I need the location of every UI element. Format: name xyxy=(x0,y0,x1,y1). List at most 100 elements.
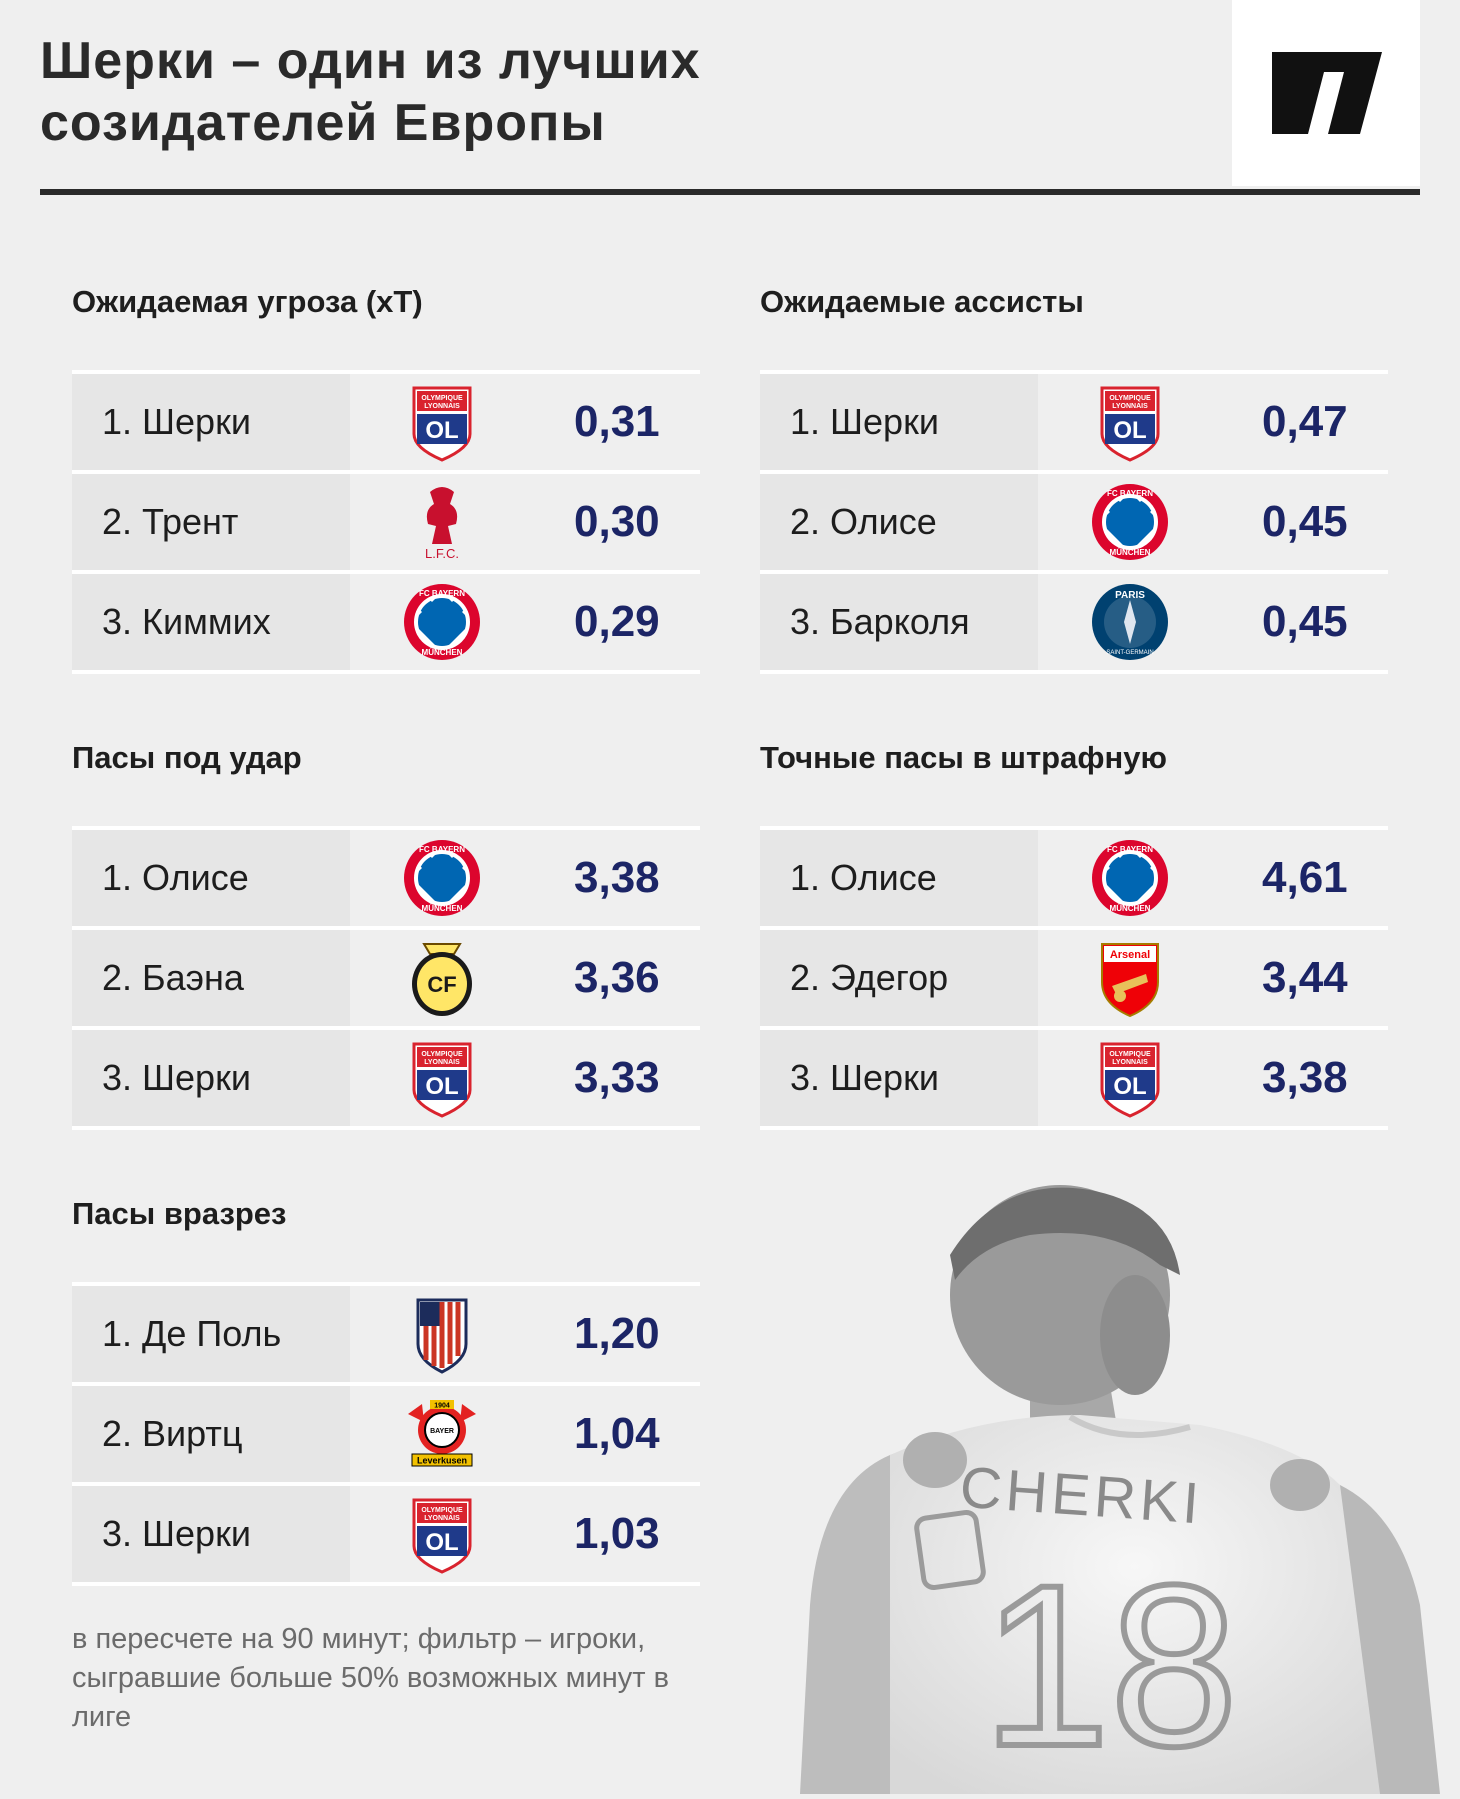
ranking-table: 1. Де Поль 1,20 2. Виртц BAYER 1904 Leve… xyxy=(72,1282,700,1586)
name-cell: 3. Шерки xyxy=(72,1486,350,1582)
section-title: Пасы вразрез xyxy=(72,1196,287,1231)
svg-text:OL: OL xyxy=(1113,1073,1146,1100)
svg-text:MÜNCHEN: MÜNCHEN xyxy=(1110,904,1151,913)
player-name: 1. Шерки xyxy=(102,401,251,442)
section-through-balls: Пасы вразрез 1. Де Поль 1,20 2. Виртц BA… xyxy=(72,1197,700,1586)
stat-value: 3,33 xyxy=(574,1053,660,1102)
section-title: Точные пасы в штрафную xyxy=(760,740,1167,775)
lyon-crest-icon: OLYMPIQUE LYONNAIS OL xyxy=(402,382,482,462)
page-title-line-1: Шерки – один из лучших xyxy=(40,32,701,90)
svg-text:MÜNCHEN: MÜNCHEN xyxy=(422,648,463,657)
bayern-crest-icon: FC BAYERN MÜNCHEN xyxy=(402,838,482,918)
brand-logo[interactable] xyxy=(1232,0,1420,186)
stat-value: 0,29 xyxy=(574,597,660,646)
lyon-crest-icon: OLYMPIQUE LYONNAIS OL xyxy=(402,1494,482,1574)
player-name: 3. Шерки xyxy=(102,1513,251,1554)
page-title-line-2: созидателей Европы xyxy=(40,94,606,152)
name-cell: 2. Олисе xyxy=(760,474,1038,570)
svg-text:OLYMPIQUE: OLYMPIQUE xyxy=(1109,1051,1151,1058)
table-row: 2. Виртц BAYER 1904 Leverkusen 1,04 xyxy=(72,1382,700,1482)
name-cell: 3. Киммих xyxy=(72,574,350,670)
name-cell: 3. Барколя xyxy=(760,574,1038,670)
name-cell: 1. Шерки xyxy=(760,374,1038,470)
bayern-crest-icon: FC BAYERN MÜNCHEN xyxy=(1090,838,1170,918)
stat-value: 0,45 xyxy=(1262,497,1348,546)
name-cell: 2. Эдегор xyxy=(760,930,1038,1026)
player-name: 2. Баэна xyxy=(102,957,244,998)
section-shot-assists: Пасы под удар 1. Олисе FC BAYERN MÜNCHEN… xyxy=(72,741,700,1130)
section-expected-threat: Ожидаемая угроза (xT) 1. Шерки OLYMPIQUE… xyxy=(72,285,700,674)
ranking-table: 1. Шерки OLYMPIQUE LYONNAIS OL 0,31 2. Т… xyxy=(72,370,700,674)
table-row: 3. Барколя PARIS SAINT-GERMAIN 0,45 xyxy=(760,570,1388,674)
svg-text:LYONNAIS: LYONNAIS xyxy=(424,1515,460,1522)
player-name: 1. Олисе xyxy=(790,857,937,898)
section-title: Пасы под удар xyxy=(72,740,302,775)
table-row: 3. Шерки OLYMPIQUE LYONNAIS OL 1,03 xyxy=(72,1482,700,1586)
svg-text:OL: OL xyxy=(1113,417,1146,444)
stat-value: 0,30 xyxy=(574,497,660,546)
player-name: 2. Трент xyxy=(102,501,239,542)
name-cell: 1. Де Поль xyxy=(72,1286,350,1382)
svg-text:L.F.C.: L.F.C. xyxy=(425,546,459,561)
svg-text:SAINT-GERMAIN: SAINT-GERMAIN xyxy=(1106,650,1153,656)
stat-value: 3,38 xyxy=(574,853,660,902)
stat-value: 3,44 xyxy=(1262,953,1348,1002)
bayern-crest-icon: FC BAYERN MÜNCHEN xyxy=(402,582,482,662)
svg-text:MÜNCHEN: MÜNCHEN xyxy=(1110,548,1151,557)
brand-logo-icon xyxy=(1272,52,1382,134)
header-divider xyxy=(40,189,1420,195)
table-row: 2. Эдегор Arsenal 3,44 xyxy=(760,926,1388,1026)
svg-text:OL: OL xyxy=(425,1073,458,1100)
svg-text:OLYMPIQUE: OLYMPIQUE xyxy=(1109,395,1151,402)
stat-value: 0,45 xyxy=(1262,597,1348,646)
svg-text:MÜNCHEN: MÜNCHEN xyxy=(422,904,463,913)
leverkusen-crest-icon: BAYER 1904 Leverkusen xyxy=(402,1394,482,1474)
svg-text:FC BAYERN: FC BAYERN xyxy=(419,845,465,854)
section-expected-assists: Ожидаемые ассисты 1. Шерки OLYMPIQUE LYO… xyxy=(760,285,1388,674)
player-name: 3. Киммих xyxy=(102,601,271,642)
stat-value: 1,20 xyxy=(574,1309,660,1358)
svg-text:OLYMPIQUE: OLYMPIQUE xyxy=(421,395,463,402)
table-row: 1. Шерки OLYMPIQUE LYONNAIS OL 0,31 xyxy=(72,370,700,470)
stat-value: 0,31 xyxy=(574,397,660,446)
ranking-table: 1. Шерки OLYMPIQUE LYONNAIS OL 0,47 2. О… xyxy=(760,370,1388,674)
player-name: 2. Эдегор xyxy=(790,957,949,998)
svg-text:LYONNAIS: LYONNAIS xyxy=(424,1059,460,1066)
player-name: 1. Шерки xyxy=(790,401,939,442)
svg-text:OL: OL xyxy=(425,417,458,444)
svg-text:OLYMPIQUE: OLYMPIQUE xyxy=(421,1051,463,1058)
stat-value: 3,38 xyxy=(1262,1053,1348,1102)
name-cell: 2. Виртц xyxy=(72,1386,350,1482)
table-row: 2. Олисе FC BAYERN MÜNCHEN 0,45 xyxy=(760,470,1388,570)
svg-text:OL: OL xyxy=(425,1529,458,1556)
player-name: 2. Виртц xyxy=(102,1413,243,1454)
table-row: 1. Олисе FC BAYERN MÜNCHEN 3,38 xyxy=(72,826,700,926)
ranking-table: 1. Олисе FC BAYERN MÜNCHEN 3,38 2. Баэна… xyxy=(72,826,700,1130)
table-row: 1. Шерки OLYMPIQUE LYONNAIS OL 0,47 xyxy=(760,370,1388,470)
stat-value: 0,47 xyxy=(1262,397,1348,446)
stat-value: 1,03 xyxy=(574,1509,660,1558)
psg-crest-icon: PARIS SAINT-GERMAIN xyxy=(1090,582,1170,662)
name-cell: 2. Баэна xyxy=(72,930,350,1026)
player-photo: CHERKI 18 xyxy=(780,1185,1460,1797)
name-cell: 2. Трент xyxy=(72,474,350,570)
player-name: 1. Олисе xyxy=(102,857,249,898)
section-title: Ожидаемые ассисты xyxy=(760,284,1084,319)
table-row: 3. Шерки OLYMPIQUE LYONNAIS OL 3,38 xyxy=(760,1026,1388,1130)
table-row: 2. Баэна CF 3,36 xyxy=(72,926,700,1026)
svg-text:PARIS: PARIS xyxy=(1115,590,1145,601)
svg-text:Leverkusen: Leverkusen xyxy=(417,1456,467,1466)
table-row: 1. Де Поль 1,20 xyxy=(72,1282,700,1382)
name-cell: 3. Шерки xyxy=(72,1030,350,1126)
svg-text:LYONNAIS: LYONNAIS xyxy=(424,403,460,410)
section-box-passes: Точные пасы в штрафную 1. Олисе FC BAYER… xyxy=(760,741,1388,1130)
name-cell: 1. Олисе xyxy=(760,830,1038,926)
name-cell: 1. Олисе xyxy=(72,830,350,926)
lyon-crest-icon: OLYMPIQUE LYONNAIS OL xyxy=(402,1038,482,1118)
table-row: 1. Олисе FC BAYERN MÜNCHEN 4,61 xyxy=(760,826,1388,926)
ranking-table: 1. Олисе FC BAYERN MÜNCHEN 4,61 2. Эдего… xyxy=(760,826,1388,1130)
table-row: 3. Киммих FC BAYERN MÜNCHEN 0,29 xyxy=(72,570,700,674)
footnote: в пересчете на 90 минут; фильтр – игроки… xyxy=(72,1623,670,1733)
svg-text:CF: CF xyxy=(427,972,456,997)
atletico-crest-icon xyxy=(402,1294,482,1374)
